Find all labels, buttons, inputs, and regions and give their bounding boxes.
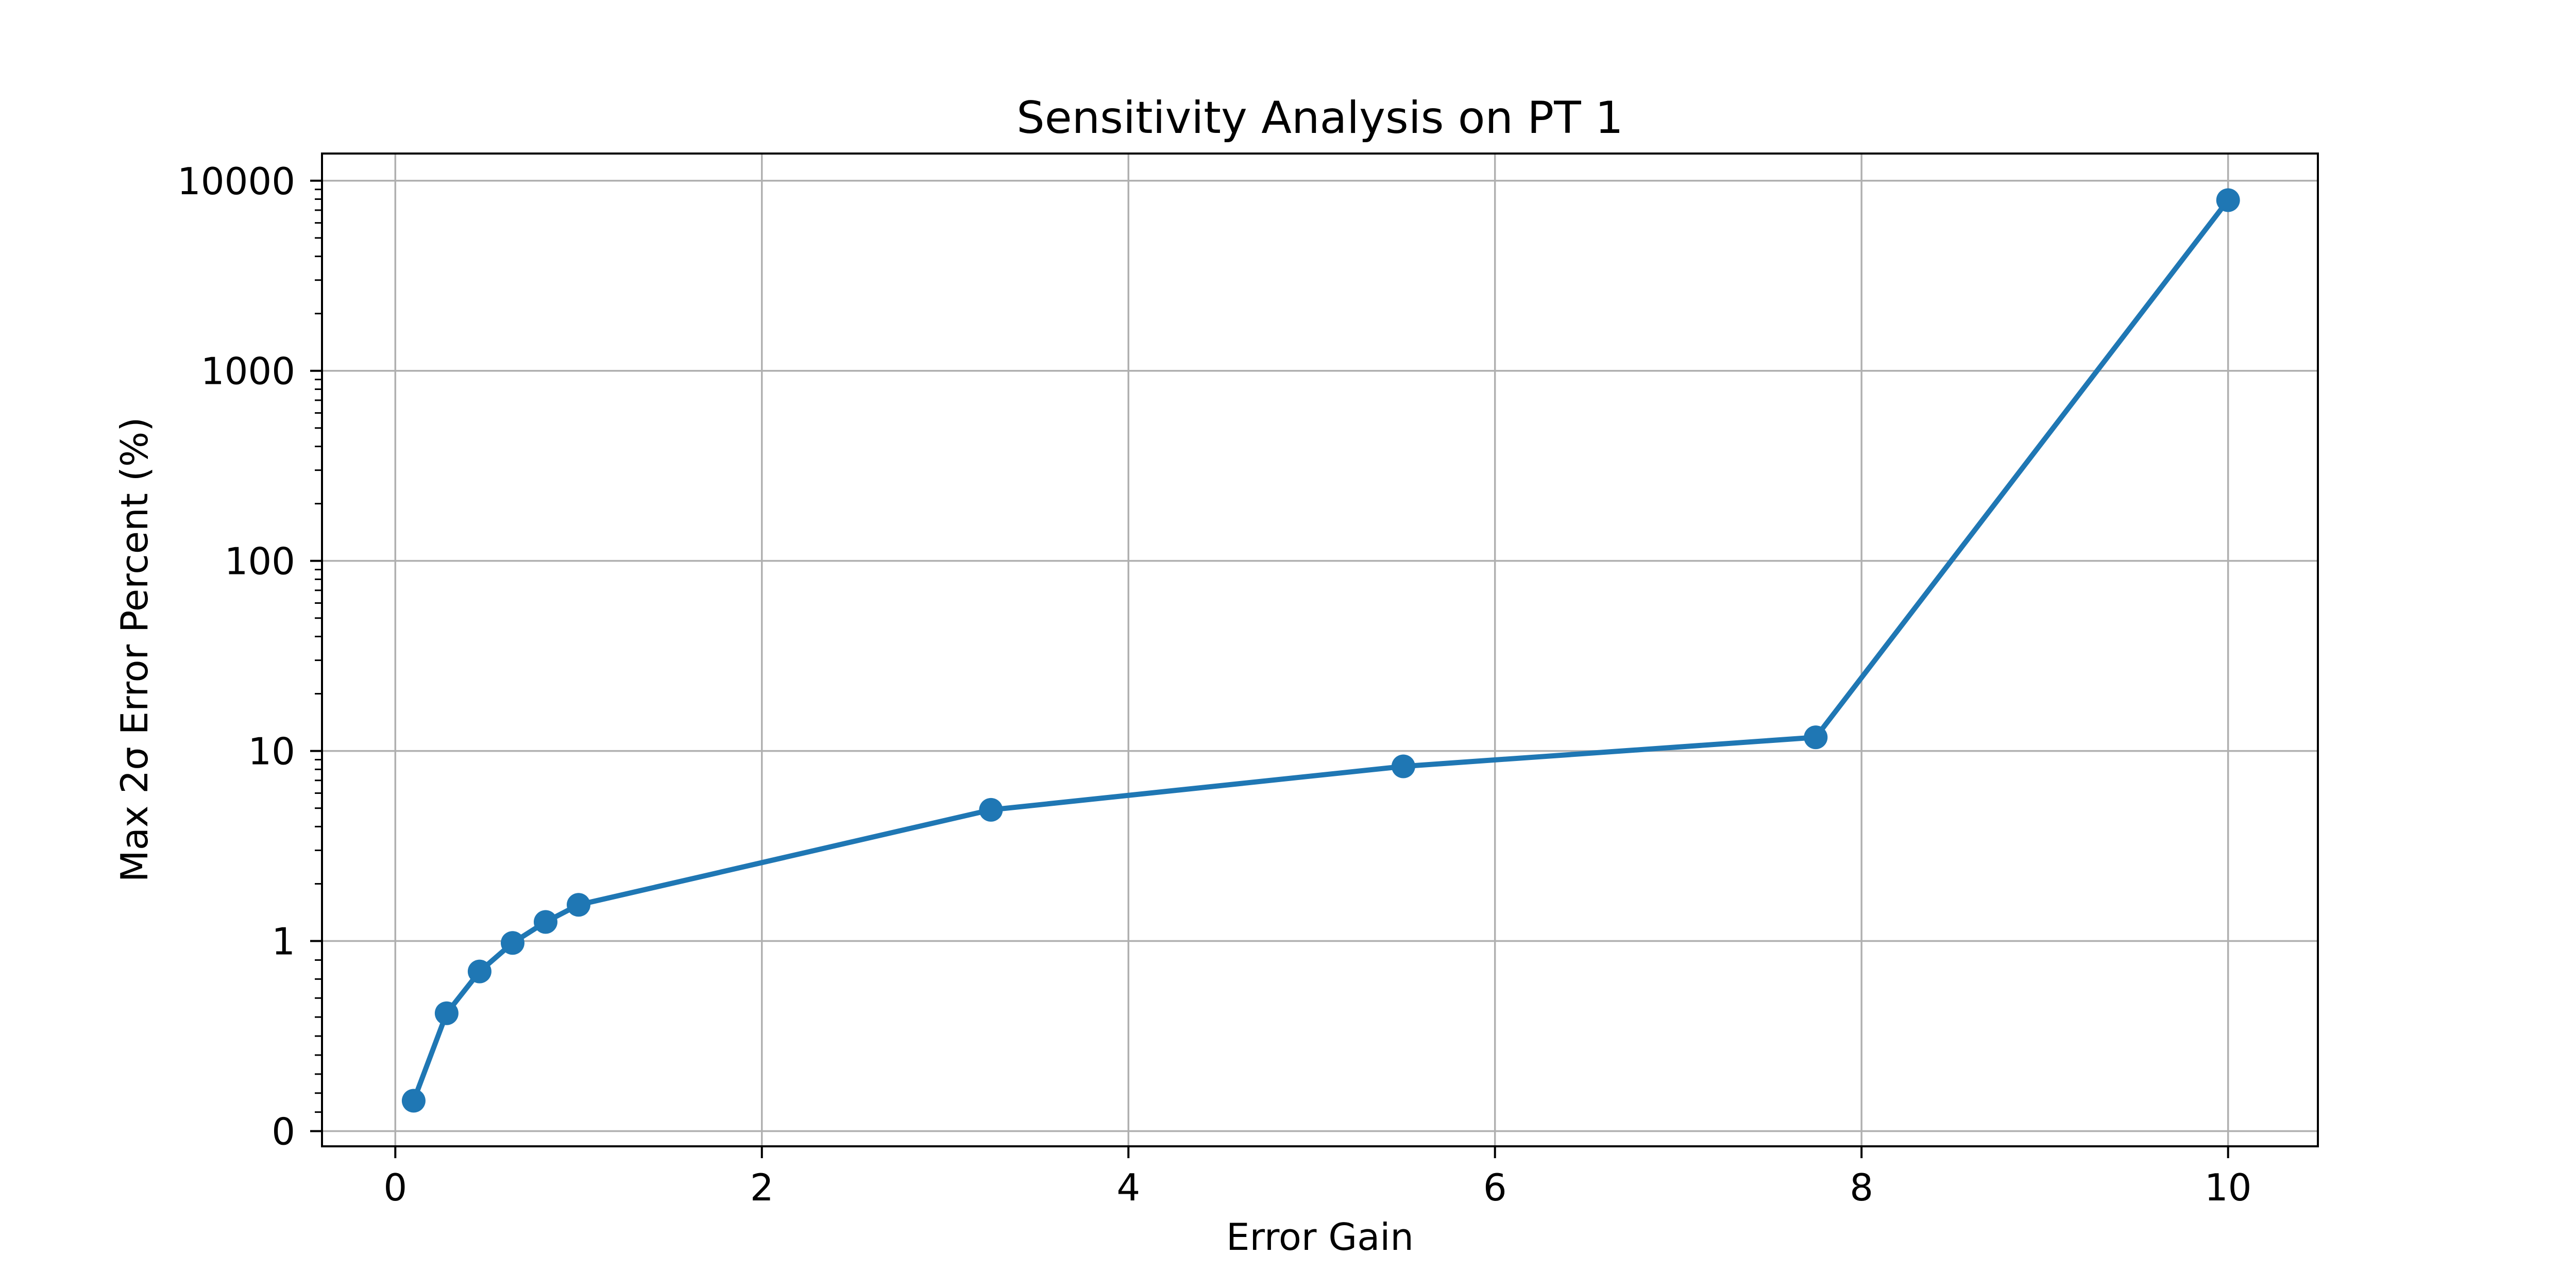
data-point-marker bbox=[467, 959, 492, 984]
y-tick-label: 1000 bbox=[201, 350, 295, 393]
data-series bbox=[401, 188, 2240, 1113]
y-tick-label: 10000 bbox=[177, 160, 295, 203]
x-tick-label: 8 bbox=[1850, 1166, 1873, 1209]
gridlines bbox=[322, 154, 2318, 1146]
plot-border bbox=[321, 152, 2319, 1147]
data-point-marker bbox=[567, 893, 590, 917]
x-tick-label: 2 bbox=[750, 1166, 774, 1209]
series-line bbox=[411, 197, 2231, 1104]
y-tick-label: 100 bbox=[225, 540, 295, 583]
x-tick-label: 10 bbox=[2205, 1166, 2252, 1209]
y-axis-label: Max 2σ Error Percent (%) bbox=[113, 417, 156, 883]
axis-ticks bbox=[310, 179, 2229, 1158]
chart-title: Sensitivity Analysis on PT 1 bbox=[1016, 92, 1623, 144]
x-axis-label: Error Gain bbox=[1226, 1215, 1414, 1259]
data-point-marker bbox=[979, 798, 1003, 822]
data-point-marker bbox=[401, 1089, 426, 1113]
y-tick-label: 10 bbox=[248, 730, 295, 773]
x-tick-label: 6 bbox=[1483, 1166, 1507, 1209]
y-tick-label: 0 bbox=[272, 1110, 295, 1153]
data-point-marker bbox=[1804, 725, 1828, 750]
data-point-marker bbox=[2216, 188, 2240, 212]
data-point-marker bbox=[534, 910, 557, 934]
y-tick-label: 1 bbox=[272, 920, 295, 963]
data-point-marker bbox=[1391, 754, 1415, 778]
x-tick-label: 4 bbox=[1116, 1166, 1140, 1209]
x-tick-label: 0 bbox=[383, 1166, 407, 1209]
data-point-marker bbox=[434, 1001, 459, 1025]
plot-spines bbox=[321, 152, 2319, 1147]
data-point-marker bbox=[501, 931, 524, 955]
